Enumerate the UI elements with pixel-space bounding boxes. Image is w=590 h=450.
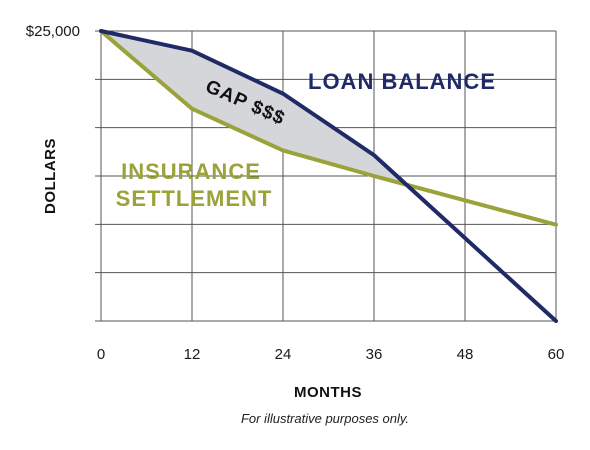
x-axis-title: MONTHS (294, 384, 362, 401)
y-tick-label-top: $25,000 (26, 23, 80, 40)
series-line-insurance-settlement (99, 29, 558, 227)
x-tick-label: 48 (457, 346, 474, 363)
x-tick-labels: 0 12 24 36 48 60 (97, 346, 565, 363)
x-tick-label: 0 (97, 346, 105, 363)
insurance-settlement-label-line-2: SETTLEMENT (116, 186, 273, 211)
insurance-settlement-label-line-1: INSURANCE (121, 159, 261, 184)
illustrative-note: For illustrative purposes only. (241, 411, 409, 426)
loan-balance-label: LOAN BALANCE (308, 69, 496, 94)
series-lines (99, 29, 558, 323)
x-tick-label: 24 (275, 346, 292, 363)
series-line-loan-balance (99, 29, 558, 323)
x-tick-label: 36 (366, 346, 383, 363)
y-axis-title: DOLLARS (42, 138, 59, 214)
x-tick-label: 60 (548, 346, 565, 363)
x-tick-label: 12 (184, 346, 201, 363)
gap-area (101, 31, 407, 185)
